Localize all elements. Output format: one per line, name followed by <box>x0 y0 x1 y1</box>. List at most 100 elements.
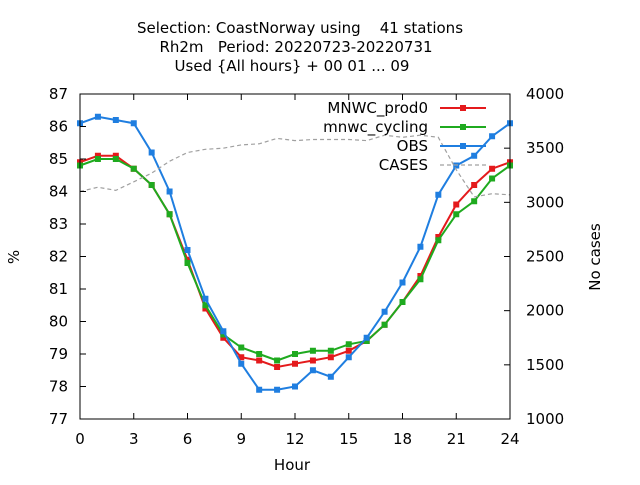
y-axis-label: % <box>5 250 23 264</box>
series-point-mnwc-prod0 <box>327 354 334 361</box>
series-point-obs <box>471 152 478 159</box>
y2-tick-label: 4000 <box>526 85 564 103</box>
y-tick-label: 80 <box>49 313 68 331</box>
series-point-mnwc-prod0 <box>202 305 209 312</box>
y-tick-label: 84 <box>49 183 68 201</box>
series-point-mnwc-prod0 <box>489 165 496 172</box>
series-point-obs <box>112 117 119 123</box>
series-point-mnwc-cycling <box>309 347 316 354</box>
y2-axis-label: No cases <box>586 223 604 291</box>
legend-label-mnwc-prod0: MNWC_prod0 <box>327 99 428 118</box>
series-point-obs <box>274 386 281 393</box>
series-point-mnwc-cycling <box>130 165 137 172</box>
series-point-mnwc-cycling <box>471 198 478 205</box>
series-point-obs <box>381 308 388 315</box>
series-point-mnwc-cycling <box>274 357 281 364</box>
series-point-obs <box>489 133 496 140</box>
series-point-mnwc-prod0 <box>292 360 298 367</box>
x-tick-label: 21 <box>447 430 466 448</box>
series-point-mnwc-prod0 <box>274 364 281 370</box>
series-point-mnwc-prod0 <box>256 357 263 364</box>
series-point-obs <box>309 367 316 374</box>
series-point-mnwc-cycling <box>381 321 388 328</box>
x-tick-label: 3 <box>129 430 139 448</box>
series-point-mnwc-cycling <box>238 344 245 351</box>
series-point-mnwc-prod0 <box>94 152 101 159</box>
y-tick-label: 79 <box>49 345 68 363</box>
series-point-mnwc-prod0 <box>184 256 191 263</box>
x-tick-label: 0 <box>75 430 85 448</box>
series-point-mnwc-prod0 <box>220 334 227 341</box>
y-tick-label: 83 <box>49 215 68 233</box>
y-tick-label: 87 <box>49 85 68 103</box>
legend-label-obs: OBS <box>397 137 428 155</box>
title-line-2: Rh2m Period: 20220723-20220731 <box>159 38 432 56</box>
series-point-mnwc-prod0 <box>112 152 119 159</box>
legend-marker-obs <box>460 143 466 149</box>
plot-area <box>77 113 513 393</box>
axis-ticks: 0 3 6 9 12 15 18 21 24 77 78 79 80 81 82 83 84 85 86 87 1000… <box>49 85 564 448</box>
series-point-obs <box>435 191 442 198</box>
x-tick-label: 24 <box>500 430 519 448</box>
y2-tick-label: 2500 <box>526 248 564 266</box>
series-point-obs <box>94 113 101 120</box>
series-point-mnwc-cycling <box>166 211 173 218</box>
series-point-obs <box>130 120 137 127</box>
series-point-mnwc-cycling <box>363 338 370 344</box>
series-point-obs <box>345 354 352 361</box>
series-point-mnwc-cycling <box>399 299 406 305</box>
plot-frame <box>79 93 511 420</box>
legend-label-cases: CASES <box>379 156 428 174</box>
y2-tick-label: 3000 <box>526 193 564 211</box>
series-point-mnwc-cycling <box>435 237 442 244</box>
series-point-mnwc-cycling <box>220 331 227 338</box>
series-point-mnwc-prod0 <box>238 354 245 361</box>
series-line-obs <box>79 115 511 391</box>
x-tick-label: 6 <box>183 430 193 448</box>
series-point-mnwc-cycling <box>489 175 496 182</box>
y-tick-label: 86 <box>49 118 68 136</box>
series-point-obs <box>202 295 209 302</box>
series-point-mnwc-cycling <box>327 347 334 354</box>
legend-marker-mnwc-cycling <box>460 124 466 130</box>
series-point-mnwc-cycling <box>256 351 263 357</box>
series-point-obs <box>417 243 424 250</box>
series-point-mnwc-prod0 <box>309 357 316 364</box>
y2-tick-label: 1000 <box>526 410 564 428</box>
legend-label-mnwc-cycling: mnwc_cycling <box>323 118 428 137</box>
series-point-mnwc-prod0 <box>453 201 460 208</box>
series-point-obs <box>399 279 406 286</box>
y2-tick-label: 2000 <box>526 302 564 320</box>
series-point-obs <box>292 383 298 390</box>
series-point-obs <box>184 247 191 253</box>
y-tick-label: 85 <box>49 150 68 168</box>
series-line-mnwc-prod0 <box>79 154 511 369</box>
title-line-3: Used {All hours} + 00 01 ... 09 <box>175 57 410 75</box>
series-point-mnwc-cycling <box>453 211 460 218</box>
y-tick-label: 81 <box>49 280 68 298</box>
x-tick-label: 15 <box>339 430 358 448</box>
series-line-mnwc-cycling <box>79 158 511 362</box>
series-point-mnwc-cycling <box>417 276 424 283</box>
y2-tick-label: 1500 <box>526 356 564 374</box>
x-tick-label: 12 <box>285 430 304 448</box>
series-point-mnwc-prod0 <box>435 234 442 240</box>
legend-marker-mnwc-prod0 <box>460 105 466 111</box>
y-tick-label: 82 <box>49 248 68 266</box>
series-point-obs <box>148 149 155 156</box>
x-axis-label: Hour <box>274 456 311 474</box>
series-point-mnwc-cycling <box>184 260 191 266</box>
series-point-obs <box>256 386 263 393</box>
series-point-mnwc-cycling <box>94 156 101 162</box>
series-point-mnwc-prod0 <box>471 182 478 188</box>
x-tick-label: 18 <box>393 430 412 448</box>
y2-tick-label: 3500 <box>526 139 564 157</box>
series-point-obs <box>363 334 370 341</box>
series-point-obs <box>238 360 245 367</box>
y-tick-label: 78 <box>49 378 68 396</box>
series-point-mnwc-prod0 <box>345 347 352 354</box>
series-point-mnwc-prod0 <box>417 273 424 279</box>
